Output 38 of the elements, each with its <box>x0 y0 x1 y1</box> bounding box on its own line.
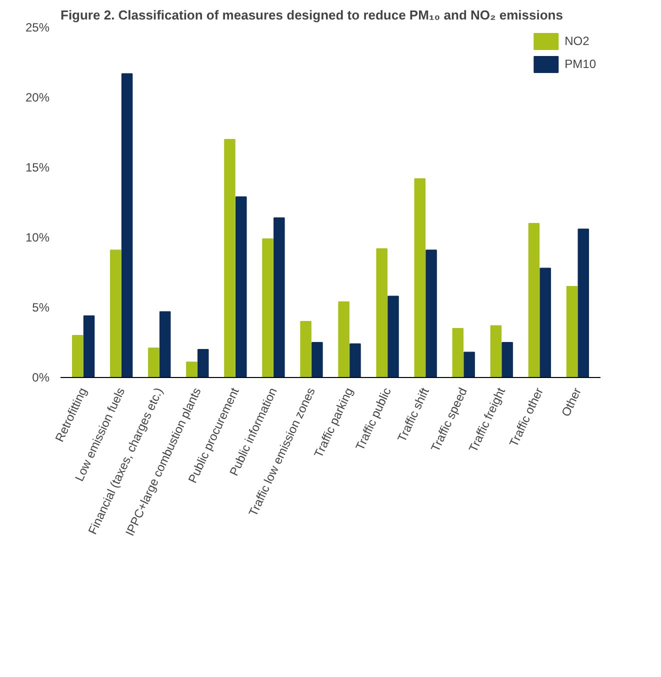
bar <box>121 73 133 378</box>
bar <box>110 250 122 378</box>
bar <box>502 342 513 378</box>
y-tick-label: 25% <box>25 20 50 34</box>
bar <box>338 301 350 378</box>
x-tick-label: Other <box>558 386 584 419</box>
bar <box>540 268 551 378</box>
bar <box>578 228 590 378</box>
bar <box>186 362 198 378</box>
y-tick-label: 5% <box>32 300 50 314</box>
bar <box>388 296 399 378</box>
legend-label: NO2 <box>564 34 590 48</box>
bar <box>490 325 502 378</box>
bar <box>197 349 209 378</box>
bar <box>376 248 388 378</box>
y-tick-label: 20% <box>25 90 50 104</box>
bar <box>414 178 426 378</box>
bar <box>148 348 160 378</box>
bar <box>236 196 247 378</box>
bar <box>528 223 540 378</box>
bar <box>350 343 361 378</box>
legend-label: PM10 <box>564 57 596 71</box>
bar <box>300 321 312 378</box>
bar <box>566 286 578 378</box>
y-tick-label: 10% <box>25 230 50 244</box>
bar <box>159 311 171 378</box>
y-tick-label: 15% <box>25 160 50 174</box>
bar <box>426 250 437 378</box>
bar <box>274 217 285 378</box>
bar <box>262 238 274 378</box>
bar <box>224 139 236 378</box>
bar <box>72 335 84 378</box>
chart-title: Figure 2. Classification of measures designed to reduce PM₁₀ and NO₂ emissions <box>60 8 563 22</box>
bar <box>83 315 95 378</box>
bar <box>464 352 475 378</box>
bar <box>452 328 464 378</box>
bar <box>312 342 323 378</box>
y-tick-label: 0% <box>32 370 50 384</box>
